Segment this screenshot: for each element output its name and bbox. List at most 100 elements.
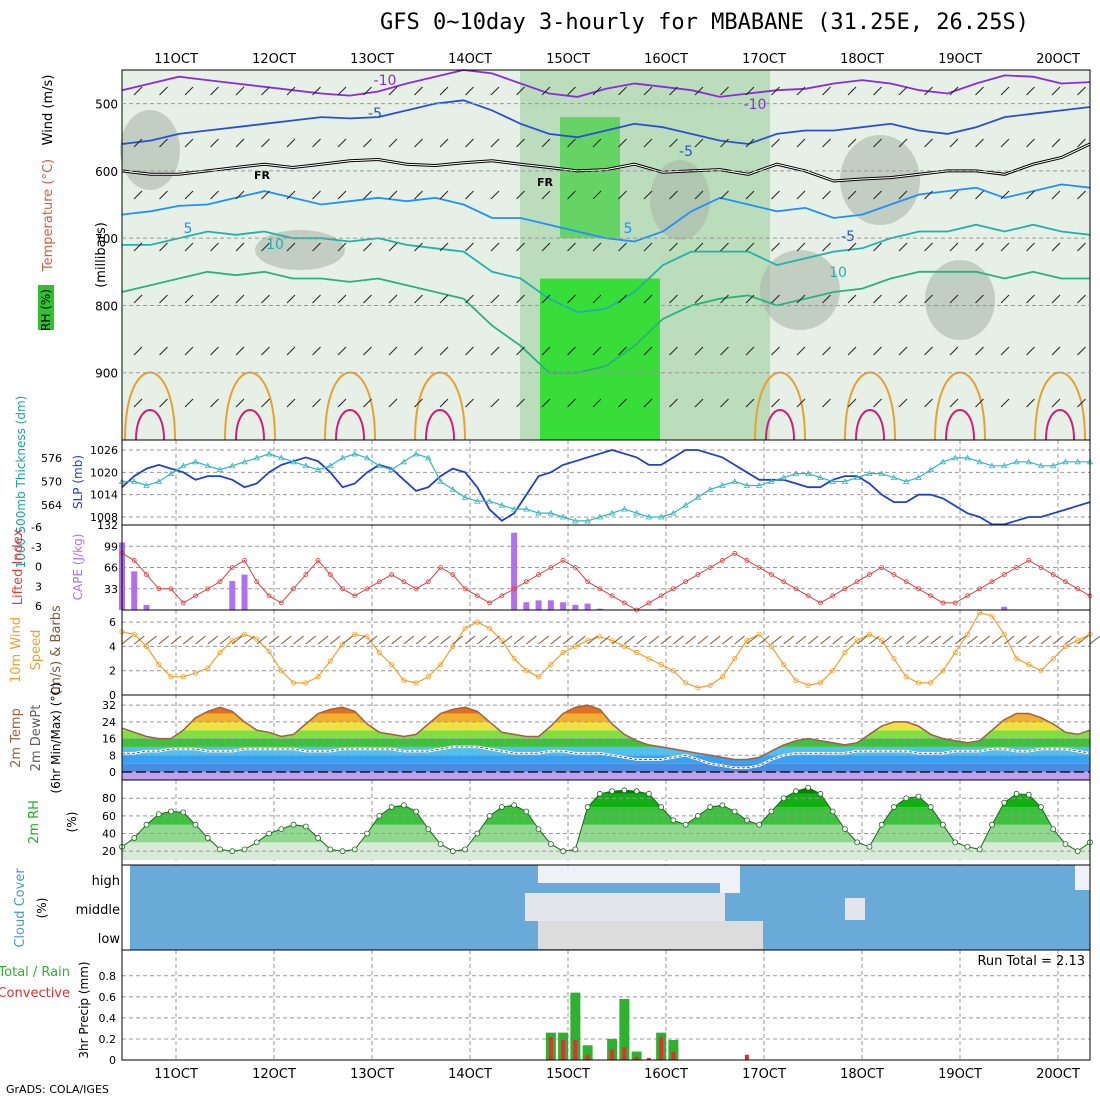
wind-barb: [771, 346, 780, 356]
lifted-index-marker: [205, 586, 211, 592]
wind-barb: [669, 190, 678, 200]
rh-marker: [719, 802, 726, 809]
wind-barb: [979, 635, 991, 645]
wind-speed-marker: [915, 680, 922, 686]
wind-barb: [210, 138, 219, 148]
wind-speed-marker: [658, 662, 664, 668]
rh-grey-blob: [760, 250, 840, 330]
rh-marker: [498, 804, 505, 810]
wind-barb: [1089, 635, 1100, 645]
top-date-label: 18OCT: [840, 52, 884, 67]
rh-marker: [547, 841, 554, 848]
wind-barb: [669, 86, 678, 96]
wind-barb: [822, 346, 831, 356]
wind-barb: [694, 242, 704, 252]
bottom-date-label: 19OCT: [938, 1067, 982, 1082]
wind-barb: [796, 398, 806, 408]
wind-barb: [869, 635, 880, 645]
precip-convective-bar: [634, 1056, 639, 1060]
wind-barb: [312, 398, 321, 408]
rh-marker: [290, 821, 297, 828]
wind-barb: [219, 635, 231, 645]
thickness-marker: [988, 462, 996, 469]
lifted-index-marker: [425, 579, 431, 585]
axis-label-cloud-pct: (%): [35, 898, 49, 919]
wind-barb: [611, 635, 623, 645]
bottom-date-label: 16OCT: [644, 1067, 688, 1082]
wind-barb: [414, 398, 423, 408]
rh-marker: [143, 821, 150, 828]
precip-total-bar: [570, 992, 581, 1060]
rh-marker: [964, 843, 971, 850]
wind-barb: [873, 398, 882, 408]
wind-barb: [465, 242, 474, 252]
wind-barb: [1077, 86, 1086, 96]
thickness-marker: [474, 497, 481, 504]
lifted-index-marker: [291, 586, 296, 592]
wind-barb: [337, 138, 347, 148]
wind-barb: [516, 138, 525, 148]
wind-speed-marker: [744, 637, 750, 643]
wind-barb: [820, 635, 831, 645]
wind-barb: [159, 138, 168, 148]
wind-barb: [1000, 86, 1010, 96]
wind-barb: [286, 242, 296, 252]
wind-speed-marker: [437, 662, 444, 668]
wind-barb: [538, 635, 549, 645]
wind-barb: [592, 86, 602, 96]
wind-barb: [796, 294, 806, 304]
temp-band: [122, 746, 1090, 756]
wind-barb: [541, 190, 551, 200]
wind-barb: [975, 138, 984, 148]
wind-speed-marker: [217, 649, 223, 656]
li-tick-label: -6: [31, 521, 42, 534]
precip-tick-label: 0: [109, 1054, 116, 1067]
lifted-index-marker: [131, 558, 137, 563]
chart-title: GFS 0~10day 3-hourly for MBABANE (31.25E…: [380, 10, 1030, 35]
wind-barb: [873, 346, 882, 356]
rh-marker: [302, 823, 309, 830]
temp-band: [122, 730, 1090, 739]
axis-label-2m-temp: 2m Temp: [9, 708, 24, 768]
lifted-index-marker: [965, 593, 970, 599]
wind-barb: [440, 635, 451, 645]
wind-speed-marker: [229, 637, 235, 643]
cape-tick-label: 33: [104, 583, 118, 596]
wind-barb: [182, 635, 194, 645]
wind-barb: [210, 294, 219, 304]
wind-speed-marker: [781, 662, 787, 668]
axis-label-lifted-index: Lifted Index: [11, 528, 26, 605]
wind-barb: [342, 635, 353, 645]
wind-barb: [490, 242, 500, 252]
thickness-marker: [768, 478, 775, 484]
lifted-index-marker: [1026, 558, 1032, 563]
contour-label: -10: [374, 73, 397, 89]
wind-barb: [795, 635, 807, 645]
lifted-index-marker: [621, 600, 627, 606]
wind-barb: [893, 635, 905, 645]
cape-bar: [535, 600, 542, 610]
wind-barb: [363, 138, 372, 148]
thickness-marker: [866, 470, 873, 477]
wind-speed-marker: [952, 649, 958, 656]
wind-barb: [898, 138, 908, 148]
lifted-index-marker: [389, 572, 394, 577]
wind-barb: [924, 138, 933, 148]
wind-speed-marker: [817, 680, 824, 686]
lifted-index-marker: [744, 558, 750, 563]
wind-barb: [669, 294, 678, 304]
top-date-label: 19OCT: [938, 52, 982, 67]
pressure-tick-label: 700: [95, 232, 118, 246]
rh-marker: [437, 841, 444, 848]
rh-marker: [989, 821, 995, 828]
rh-marker: [940, 821, 946, 828]
wind-barb: [618, 190, 627, 200]
wind-barb: [685, 635, 696, 645]
wind-barb: [832, 635, 843, 645]
wind-barb: [1040, 635, 1052, 645]
temp-contour-20: [844, 371, 896, 441]
wind-barb: [210, 346, 219, 356]
lifted-index-marker: [928, 593, 934, 599]
wind-barb: [1077, 635, 1089, 645]
lifted-index-marker: [769, 572, 774, 577]
